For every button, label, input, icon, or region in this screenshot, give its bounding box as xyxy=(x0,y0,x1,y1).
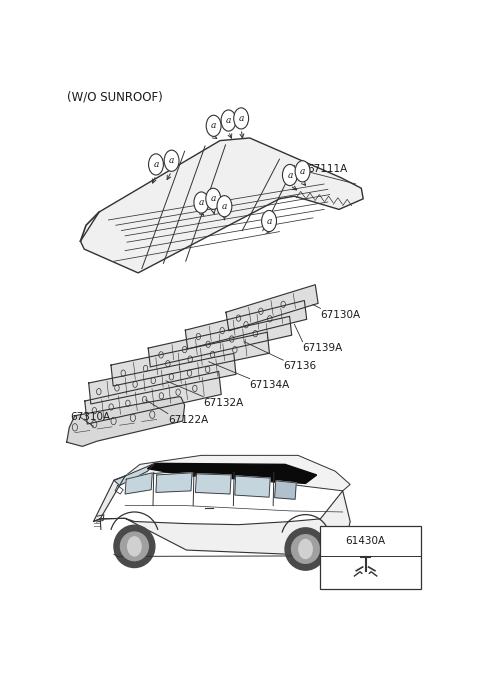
Circle shape xyxy=(128,537,141,556)
Circle shape xyxy=(206,188,221,210)
Circle shape xyxy=(164,150,179,171)
Circle shape xyxy=(217,196,232,217)
Text: 67132A: 67132A xyxy=(203,398,243,407)
Text: a: a xyxy=(300,167,305,176)
Ellipse shape xyxy=(120,532,148,561)
Ellipse shape xyxy=(285,528,326,570)
Polygon shape xyxy=(100,491,350,554)
Text: 67122A: 67122A xyxy=(168,415,208,425)
Text: a: a xyxy=(287,170,293,179)
Bar xyxy=(321,526,421,589)
Text: 67134A: 67134A xyxy=(250,380,290,390)
Circle shape xyxy=(221,110,236,131)
Text: a: a xyxy=(239,114,244,123)
Polygon shape xyxy=(114,463,155,486)
Text: 67310A: 67310A xyxy=(71,412,110,423)
Polygon shape xyxy=(85,372,221,424)
Text: 61430A: 61430A xyxy=(346,536,386,546)
Polygon shape xyxy=(81,138,363,273)
Text: 67111A: 67111A xyxy=(307,164,348,174)
Circle shape xyxy=(194,192,209,213)
Text: a: a xyxy=(332,537,337,545)
Text: 67130A: 67130A xyxy=(321,310,360,320)
Text: a: a xyxy=(222,202,227,211)
Text: a: a xyxy=(199,198,204,207)
Text: a: a xyxy=(266,216,272,225)
Polygon shape xyxy=(185,300,307,349)
Text: (W/O SUNROOF): (W/O SUNROOF) xyxy=(67,91,163,103)
Ellipse shape xyxy=(291,534,320,563)
Polygon shape xyxy=(125,473,152,494)
Text: 67136: 67136 xyxy=(283,361,316,371)
Polygon shape xyxy=(235,476,270,497)
Text: a: a xyxy=(211,122,216,131)
Circle shape xyxy=(295,161,310,182)
Circle shape xyxy=(262,210,276,232)
Polygon shape xyxy=(226,284,318,331)
Circle shape xyxy=(328,532,341,550)
Polygon shape xyxy=(125,455,350,491)
Polygon shape xyxy=(195,474,231,494)
Polygon shape xyxy=(156,473,192,493)
Circle shape xyxy=(282,164,297,185)
Ellipse shape xyxy=(114,525,155,567)
Text: a: a xyxy=(153,160,159,169)
Polygon shape xyxy=(94,476,125,521)
Circle shape xyxy=(206,115,221,137)
Text: a: a xyxy=(211,194,216,203)
Polygon shape xyxy=(89,353,236,404)
Text: a: a xyxy=(226,116,231,125)
Polygon shape xyxy=(111,333,269,386)
Circle shape xyxy=(148,154,163,175)
Polygon shape xyxy=(147,463,317,484)
Circle shape xyxy=(234,108,249,129)
Polygon shape xyxy=(148,317,292,367)
Text: 67139A: 67139A xyxy=(302,343,343,352)
Text: a: a xyxy=(169,156,174,166)
Polygon shape xyxy=(67,396,185,447)
Circle shape xyxy=(299,539,312,559)
Polygon shape xyxy=(275,481,296,499)
